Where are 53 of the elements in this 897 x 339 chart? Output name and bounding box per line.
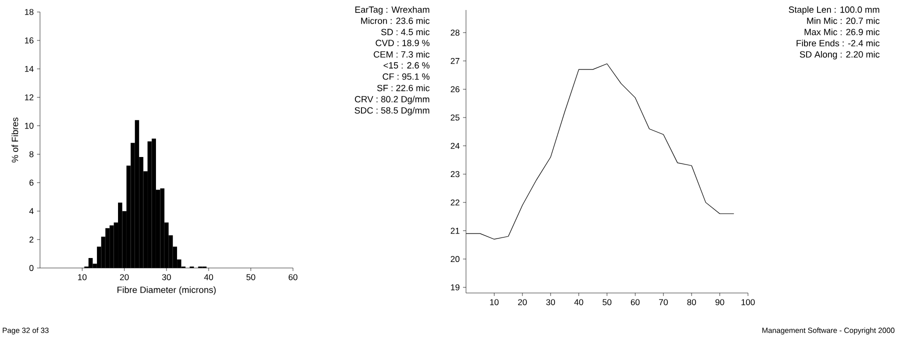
text: SDC : 58.5 Dg/mm xyxy=(354,106,430,116)
y-tick-label: 8 xyxy=(29,151,34,158)
text: Fibre Ends : -2.4 mic xyxy=(796,40,880,46)
y-tick-label: 0 xyxy=(29,264,34,271)
x-tick-label: 10 xyxy=(490,299,499,306)
text: SF : 22.6 mic xyxy=(377,84,430,92)
text: SD Along : 2.20 mic xyxy=(800,50,880,60)
text: Min Mic : 20.7 mic xyxy=(807,17,880,24)
x-tick-label: 10 xyxy=(78,274,87,280)
y-tick-label: 26 xyxy=(450,86,460,92)
y-tick-label: 28 xyxy=(450,30,460,36)
text: EarTag : Wrexham xyxy=(355,6,430,15)
text: SD : 4.5 mic xyxy=(381,28,430,36)
x-tick-label: 80 xyxy=(687,299,696,306)
text: CVD : 18.9 % xyxy=(376,40,430,46)
y-axis-title: % of Fibres xyxy=(12,118,18,162)
text: <15 : 2.6 % xyxy=(384,62,430,69)
text: Micron : 23.6 mic xyxy=(361,17,430,24)
x-tick-label: 40 xyxy=(204,274,214,280)
x-tick-label: 70 xyxy=(659,299,668,306)
y-tick-label: 14 xyxy=(25,66,34,72)
x-tick-label: 50 xyxy=(246,274,256,280)
y-tick-label: 23 xyxy=(450,171,460,178)
text: CEM : 7.3 mic xyxy=(374,50,430,58)
text: CRV : 80.2 Dg/mm xyxy=(354,96,430,104)
x-tick-label: 20 xyxy=(120,274,129,280)
text: Max Mic : 26.9 mic xyxy=(804,28,880,36)
x-tick-label: 30 xyxy=(162,274,171,280)
y-tick-label: 20 xyxy=(450,256,460,262)
y-tick-label: 21 xyxy=(450,228,460,234)
x-tick-label: 30 xyxy=(546,299,555,306)
x-tick-label: 60 xyxy=(288,274,298,280)
y-tick-label: 24 xyxy=(450,142,460,149)
text: Staple Len : 100.0 mm xyxy=(788,6,880,15)
text: CF : 95.1 % xyxy=(382,73,430,80)
y-tick-label: 16 xyxy=(25,37,34,44)
x-axis-title: Fibre Diameter (microns) xyxy=(117,286,216,295)
y-tick-label: 12 xyxy=(25,94,34,100)
x-tick-label: 20 xyxy=(518,299,527,306)
x-tick-label: 90 xyxy=(715,299,724,306)
y-tick-label: 19 xyxy=(450,284,460,290)
y-tick-label: 18 xyxy=(25,8,34,15)
x-tick-label: 50 xyxy=(602,299,612,306)
y-tick-label: 10 xyxy=(25,122,34,129)
x-tick-label: 40 xyxy=(574,299,584,306)
y-tick-label: 6 xyxy=(30,180,34,186)
y-tick-label: 22 xyxy=(450,199,460,206)
y-tick-label: 25 xyxy=(450,114,460,121)
y-tick-label: 27 xyxy=(450,58,460,64)
x-tick-label: 100 xyxy=(742,299,755,306)
x-tick-label: 60 xyxy=(630,299,640,306)
y-tick-label: 2 xyxy=(30,236,34,243)
y-tick-label: 4 xyxy=(29,208,34,214)
